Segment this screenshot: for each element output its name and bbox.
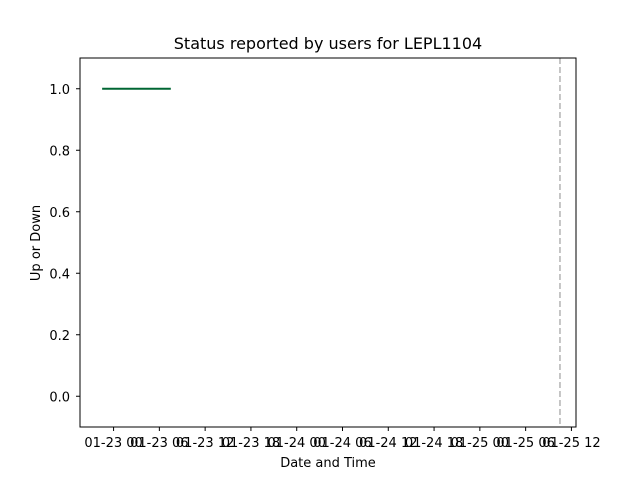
- x-tick-label: 01-24 18: [405, 436, 463, 451]
- y-axis-ticks: 0.0 0.2 0.4 0.6 0.8 1.0: [49, 83, 80, 405]
- chart-title: Status reported by users for LEPL1104: [174, 34, 482, 53]
- y-tick-label: 0.8: [49, 144, 70, 159]
- x-tick-label: 01-24 06: [313, 436, 371, 451]
- y-tick-label: 0.0: [49, 390, 70, 405]
- x-tick-label: 01-23 12: [176, 436, 234, 451]
- y-tick-label: 0.2: [49, 329, 70, 344]
- x-tick-label: 01-23 06: [130, 436, 188, 451]
- x-tick-label: 01-23 00: [84, 436, 142, 451]
- x-axis-label: Date and Time: [280, 456, 376, 471]
- x-tick-label: 01-23 18: [222, 436, 280, 451]
- y-tick-label: 0.4: [49, 267, 70, 282]
- x-tick-label: 01-25 12: [542, 436, 600, 451]
- x-tick-label: 01-24 12: [359, 436, 417, 451]
- plot-area: [102, 58, 561, 427]
- x-tick-label: 01-25 00: [451, 436, 509, 451]
- axes-frame: [79, 57, 577, 428]
- y-tick-label: 1.0: [49, 83, 70, 98]
- y-axis-label: Up or Down: [29, 205, 44, 281]
- x-tick-label: 01-25 06: [496, 436, 554, 451]
- x-tick-label: 01-24 00: [267, 436, 325, 451]
- y-tick-label: 0.6: [49, 206, 70, 221]
